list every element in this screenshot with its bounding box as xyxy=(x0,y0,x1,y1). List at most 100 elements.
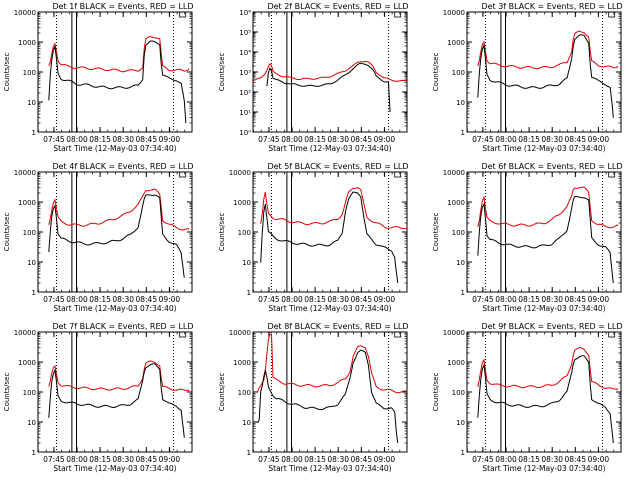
y-tick-label: 1000 xyxy=(447,39,465,47)
y-tick-label: 10⁶ xyxy=(239,9,251,17)
y-tick-label: 1000 xyxy=(447,199,465,207)
x-tick-label: 08:45 xyxy=(350,135,372,144)
x-tick-label: 08:00 xyxy=(495,135,517,144)
y-tick-label: 10000 xyxy=(229,329,251,337)
series-lld xyxy=(48,360,190,392)
y-tick-label: 10000 xyxy=(443,169,465,177)
panel-8: Det 8f BLACK = Events, RED = LLD 1 10 100 10… xyxy=(218,322,409,473)
x-tick-label: 07:45 xyxy=(258,135,280,144)
panel-title: Det 7f BLACK = Events, RED = LLD xyxy=(52,322,193,331)
series-lld xyxy=(257,333,408,394)
y-tick-label: 10¹ xyxy=(239,109,251,117)
y-tick-label: 10000 xyxy=(229,169,251,177)
series-events xyxy=(266,62,391,113)
x-axis-label: Start Time (12-May-03 07:34:40) xyxy=(53,144,176,153)
series-lld xyxy=(260,186,408,230)
box-marker xyxy=(394,331,402,338)
y-axis-label: Counts/sec xyxy=(218,213,226,252)
series-events xyxy=(48,194,185,278)
y-tick-label: 10 xyxy=(242,259,251,267)
panel-title: Det 5f BLACK = Events, RED = LLD xyxy=(267,162,408,171)
plot-frame xyxy=(37,171,193,293)
x-tick-label: 09:00 xyxy=(588,295,610,304)
panel-3: Det 3f BLACK = Events, RED = LLD 1 10 100 10… xyxy=(432,2,623,153)
y-tick-label: 10 xyxy=(456,419,465,427)
y-tick-label: 1 xyxy=(32,449,36,457)
panel-5: Det 5f BLACK = Events, RED = LLD 1 10 100 10… xyxy=(218,162,409,313)
box-marker xyxy=(179,11,187,18)
y-tick-label: 1000 xyxy=(233,199,251,207)
x-tick-label: 08:00 xyxy=(281,135,303,144)
x-tick-label: 08:15 xyxy=(304,135,326,144)
x-tick-label: 08:45 xyxy=(564,135,586,144)
y-axis-label: Counts/sec xyxy=(432,373,440,412)
y-tick-label: 100 xyxy=(23,69,36,77)
series-lld xyxy=(477,346,619,390)
panel-title: Det 4f BLACK = Events, RED = LLD xyxy=(52,162,193,171)
box-marker xyxy=(394,11,402,18)
panel-title: Det 2f BLACK = Events, RED = LLD xyxy=(267,2,408,11)
x-tick-label: 07:45 xyxy=(472,455,494,464)
y-axis-label: Counts/sec xyxy=(3,373,11,412)
panel-title: Det 6f BLACK = Events, RED = LLD xyxy=(481,162,622,171)
y-tick-label: 100 xyxy=(238,389,251,397)
series-events xyxy=(477,196,614,284)
box-marker xyxy=(394,171,402,178)
y-tick-label: 1 xyxy=(32,289,36,297)
x-axis-label: Start Time (12-May-03 07:34:40) xyxy=(268,464,391,473)
y-axis-label: Counts/sec xyxy=(3,53,11,92)
x-tick-label: 09:00 xyxy=(374,455,396,464)
y-tick-label: 100 xyxy=(452,229,465,237)
x-tick-label: 08:30 xyxy=(112,455,134,464)
x-tick-label: 08:45 xyxy=(135,295,157,304)
panel-title: Det 3f BLACK = Events, RED = LLD xyxy=(481,2,622,11)
y-tick-label: 10000 xyxy=(443,329,465,337)
panel-4: Det 4f BLACK = Events, RED = LLD 1 10 100 10… xyxy=(3,162,194,313)
series-lld xyxy=(48,35,190,73)
x-tick-label: 08:30 xyxy=(541,135,563,144)
plot-frame xyxy=(466,11,622,133)
x-tick-label: 08:45 xyxy=(564,455,586,464)
x-axis-label: Start Time (12-May-03 07:34:40) xyxy=(482,144,605,153)
panel-9: Det 9f BLACK = Events, RED = LLD 1 10 100 10… xyxy=(432,322,623,473)
y-axis-label: Counts/sec xyxy=(218,373,226,412)
y-tick-label: 10 xyxy=(456,99,465,107)
series-events xyxy=(257,349,399,444)
x-tick-label: 08:30 xyxy=(327,135,349,144)
plot-frame xyxy=(466,171,622,293)
x-tick-label: 08:45 xyxy=(135,455,157,464)
x-axis-label: Start Time (12-May-03 07:34:40) xyxy=(482,304,605,313)
x-axis-label: Start Time (12-May-03 07:34:40) xyxy=(53,304,176,313)
x-tick-label: 09:00 xyxy=(374,135,396,144)
x-tick-label: 08:30 xyxy=(112,295,134,304)
x-tick-label: 08:30 xyxy=(327,295,349,304)
series-events xyxy=(477,355,614,444)
y-tick-label: 10⁰ xyxy=(239,129,251,137)
y-axis-label: Counts/sec xyxy=(432,213,440,252)
x-tick-label: 08:00 xyxy=(66,135,88,144)
plot-frame xyxy=(252,331,408,453)
x-tick-label: 08:00 xyxy=(281,455,303,464)
x-tick-label: 08:15 xyxy=(518,455,540,464)
plot-frame xyxy=(252,11,408,133)
x-tick-label: 08:15 xyxy=(89,455,111,464)
x-tick-label: 09:00 xyxy=(588,455,610,464)
y-axis-label: Counts/sec xyxy=(218,53,226,92)
panel-2: Det 2f BLACK = Events, RED = LLD 10⁰ 10¹ 10… xyxy=(218,2,409,153)
y-tick-label: 10000 xyxy=(14,169,36,177)
x-tick-label: 08:15 xyxy=(89,135,111,144)
y-tick-label: 10 xyxy=(456,259,465,267)
y-tick-label: 100 xyxy=(238,229,251,237)
y-tick-label: 1000 xyxy=(447,359,465,367)
series-events xyxy=(48,40,187,124)
y-tick-label: 100 xyxy=(23,389,36,397)
x-tick-label: 07:45 xyxy=(258,295,280,304)
x-tick-label: 09:00 xyxy=(374,295,396,304)
x-tick-label: 07:45 xyxy=(472,135,494,144)
series-lld xyxy=(477,186,619,229)
y-tick-label: 10⁵ xyxy=(239,29,251,37)
x-tick-label: 07:45 xyxy=(43,455,65,464)
y-tick-label: 10⁴ xyxy=(239,49,251,57)
x-axis-label: Start Time (12-May-03 07:34:40) xyxy=(268,304,391,313)
